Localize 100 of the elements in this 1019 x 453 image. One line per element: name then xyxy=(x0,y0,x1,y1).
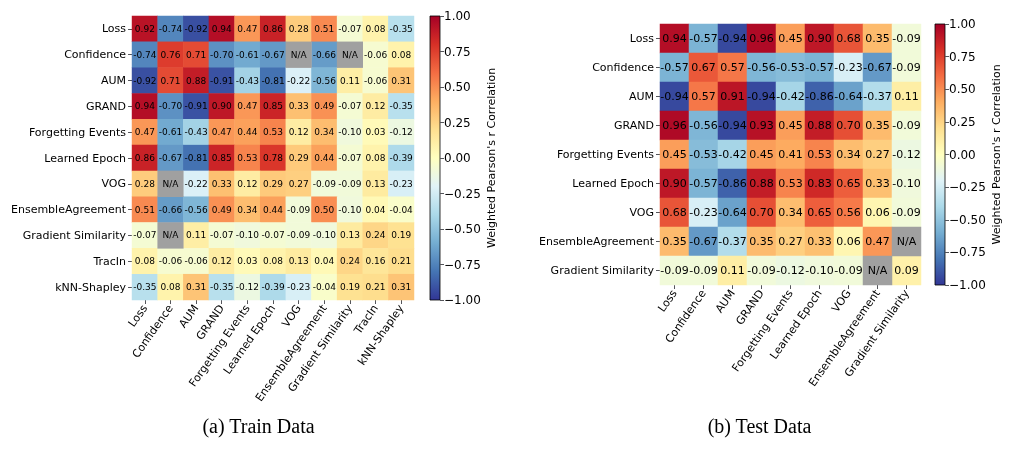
data-label: 0.88 xyxy=(807,119,832,132)
data-label: 0.71 xyxy=(160,75,181,86)
data-label: 0.11 xyxy=(186,230,207,241)
data-label: -0.07 xyxy=(133,230,157,241)
data-label: -0.70 xyxy=(158,101,183,112)
data-label: -0.74 xyxy=(133,49,157,60)
data-label: -0.81 xyxy=(184,153,208,163)
data-label: 0.65 xyxy=(807,206,832,219)
data-label: 0.27 xyxy=(288,178,309,189)
data-label: 0.68 xyxy=(662,206,687,219)
data-label: -0.09 xyxy=(892,61,921,74)
data-label: -0.56 xyxy=(747,61,776,74)
data-label: -0.67 xyxy=(863,61,892,74)
data-label: 0.53 xyxy=(262,127,284,138)
data-label: 0.44 xyxy=(262,204,284,215)
data-label: -0.35 xyxy=(210,282,234,293)
data-label: 0.49 xyxy=(314,101,335,112)
data-label: -0.06 xyxy=(363,75,388,86)
data-label: -0.07 xyxy=(210,230,234,241)
y-tick-label: Forgetting Events xyxy=(556,148,655,161)
data-label: -0.23 xyxy=(287,282,311,293)
data-label: -0.94 xyxy=(660,90,689,103)
color-bar-label: 1.00 xyxy=(444,9,471,23)
data-label: 0.33 xyxy=(288,101,309,112)
data-label: -0.91 xyxy=(210,75,234,86)
color-bar-title: Weighted Pearson's r Correlation xyxy=(485,67,498,249)
data-label: 0.70 xyxy=(836,119,861,132)
data-label: -0.86 xyxy=(718,177,747,190)
y-tick-label: Confidence xyxy=(64,48,127,62)
color-bar-label: 0.00 xyxy=(949,147,976,162)
data-label: -0.42 xyxy=(776,90,805,103)
data-label: 0.16 xyxy=(365,256,386,267)
y-tick-label: VOG xyxy=(101,177,127,191)
data-label: -0.09 xyxy=(689,264,718,277)
y-tick-label: TracIn xyxy=(92,254,127,268)
data-label: 0.08 xyxy=(160,282,181,293)
data-label: 0.50 xyxy=(314,204,335,215)
data-label: 0.31 xyxy=(186,282,207,293)
color-bar-label: −0.50 xyxy=(444,222,481,236)
data-label: 0.90 xyxy=(662,177,687,190)
y-tick-label: Learned Epoch xyxy=(44,151,127,165)
data-label: 0.96 xyxy=(749,32,774,45)
data-label: 0.53 xyxy=(807,148,832,161)
data-label: 0.88 xyxy=(186,75,207,86)
data-label: 0.12 xyxy=(288,127,309,138)
data-label: 0.70 xyxy=(749,206,774,219)
data-label: -0.35 xyxy=(133,282,157,293)
data-label: -0.06 xyxy=(158,256,183,267)
data-label: 0.12 xyxy=(365,101,386,112)
data-label: -0.09 xyxy=(338,178,362,189)
data-label: -0.23 xyxy=(689,206,718,219)
data-label: -0.07 xyxy=(338,101,362,112)
y-tick-label: Loss xyxy=(101,22,127,36)
data-label: 0.91 xyxy=(720,90,745,103)
data-label: 0.24 xyxy=(365,230,386,241)
data-label: -0.10 xyxy=(805,264,834,277)
data-label: -0.10 xyxy=(892,177,921,190)
data-label: 0.33 xyxy=(211,178,232,189)
data-label: 0.08 xyxy=(134,256,156,267)
data-label: -0.92 xyxy=(133,75,157,86)
y-tick-label: EnsembleAgreement xyxy=(10,203,127,217)
data-label: 0.92 xyxy=(134,23,155,34)
y-tick-label: GRAND xyxy=(614,119,654,132)
data-label: 0.34 xyxy=(314,127,335,138)
color-bar-label: −0.25 xyxy=(444,186,481,201)
color-bar-label: −0.75 xyxy=(444,257,481,272)
data-label: 0.29 xyxy=(262,178,284,189)
data-label: -0.12 xyxy=(235,282,260,293)
data-label: -0.04 xyxy=(389,204,414,215)
data-label: -0.57 xyxy=(660,61,689,74)
data-label: -0.22 xyxy=(287,75,311,86)
data-label: 0.28 xyxy=(134,178,156,189)
data-label: -0.61 xyxy=(235,49,260,60)
data-label: -0.12 xyxy=(389,127,413,138)
data-label: 0.27 xyxy=(865,148,890,161)
color-bar-label: −0.25 xyxy=(949,180,986,195)
data-label: 0.11 xyxy=(720,264,745,277)
data-label: 0.47 xyxy=(134,127,155,138)
data-label: 0.08 xyxy=(262,256,284,267)
data-label: -0.39 xyxy=(389,153,414,163)
color-bar-label: 0.50 xyxy=(949,82,976,97)
data-label: -0.57 xyxy=(689,177,718,190)
text: N/A xyxy=(896,235,917,248)
data-label: -0.94 xyxy=(718,119,747,132)
data-label: -0.23 xyxy=(389,178,413,189)
data-label: 0.35 xyxy=(749,235,774,248)
data-label: 0.51 xyxy=(134,204,155,215)
y-tick-label: GRAND xyxy=(86,99,127,113)
data-label: -0.23 xyxy=(834,61,863,74)
data-label: -0.42 xyxy=(718,148,747,161)
data-label: 0.08 xyxy=(391,49,412,60)
color-bar-label: −1.00 xyxy=(444,293,481,307)
data-label: -0.56 xyxy=(689,119,718,132)
data-label: -0.56 xyxy=(184,204,209,215)
data-label: 0.67 xyxy=(691,61,716,74)
y-tick-label: AUM xyxy=(100,74,127,88)
y-tick-label: Confidence xyxy=(592,61,655,74)
color-bar-label: 1.00 xyxy=(949,17,976,31)
data-label: 0.06 xyxy=(836,235,861,248)
data-label: -0.09 xyxy=(892,119,921,132)
